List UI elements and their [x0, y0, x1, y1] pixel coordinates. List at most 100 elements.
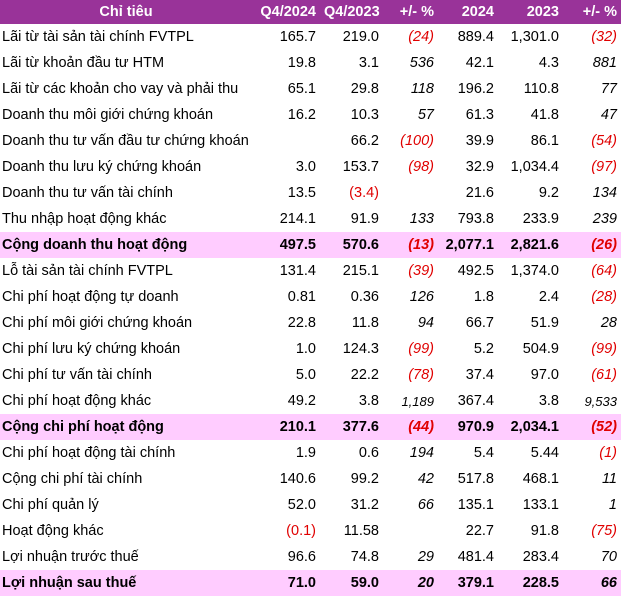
cell-y-change: (26): [563, 232, 621, 258]
table-row: Chi phí tư vấn tài chính 5.0 22.2 (78) 37.4 9…: [0, 362, 621, 388]
row-label: Chi phí quản lý: [2, 497, 99, 513]
table-row: Lỗ tài sản tài chính FVTPL 131.4 215.1 (39)…: [0, 258, 621, 284]
cell-q-change: (78): [408, 367, 434, 383]
cell-2024: 889.4: [457, 29, 494, 45]
cell-y-change: (54): [591, 133, 617, 149]
cell-y-change: (32): [591, 29, 617, 45]
table-row: Cộng chi phí tài chính 140.6 99.2 42 517.8 46…: [0, 466, 621, 492]
cell-2024: 517.8: [457, 471, 494, 487]
cell-q4-2023: 11.8: [351, 315, 379, 331]
cell-y-change: (75): [591, 523, 617, 539]
cell-q4-2023: 22.2: [350, 367, 379, 383]
cell-2023: 41.8: [530, 107, 559, 123]
cell-q4-2024: 3.0: [295, 159, 316, 175]
total-row: Cộng doanh thu hoạt động 497.5 570.6 (13) 2,…: [0, 232, 621, 258]
cell-2024: 66.7: [465, 315, 494, 331]
cell-2023: 97.0: [530, 367, 559, 383]
header-q4-2023: Q4/2023: [320, 0, 383, 24]
cell-q4-2023: 31.2: [350, 497, 379, 513]
cell-y-change: 11: [601, 471, 617, 487]
header-2024: 2024: [438, 0, 498, 24]
cell-2024: 970.9: [438, 414, 498, 440]
cell-q4-2024: 0.81: [287, 289, 316, 305]
cell-q4-2023: (3.4): [349, 185, 379, 201]
cell-q4-2024: 165.7: [279, 29, 316, 45]
table-row: Chi phí môi giới chứng khoán 22.8 11.8 94 66…: [0, 310, 621, 336]
cell-q4-2023: 10.3: [350, 107, 379, 123]
row-label: Lợi nhuận sau thuế: [0, 570, 252, 596]
cell-2023: 4.3: [538, 55, 559, 71]
cell-2024: 196.2: [457, 81, 494, 97]
cell-2024: 61.3: [465, 107, 494, 123]
cell-q-change: (99): [408, 341, 434, 357]
cell-2024: 492.5: [457, 263, 494, 279]
cell-q-change: 194: [409, 445, 434, 461]
cell-y-change: 881: [592, 55, 617, 71]
cell-2024: 21.6: [465, 185, 494, 201]
total-row: Cộng chi phí hoạt động 210.1 377.6 (44) 970.…: [0, 414, 621, 440]
cell-q-change: (24): [408, 29, 434, 45]
cell-q4-2024: 49.2: [287, 393, 316, 409]
cell-2024: 22.7: [465, 523, 494, 539]
cell-2024: 1.8: [473, 289, 494, 305]
row-label: Chi phí tư vấn tài chính: [2, 367, 152, 383]
cell-q-change: (39): [408, 263, 434, 279]
cell-2023: 110.8: [523, 81, 559, 97]
cell-2023: 51.9: [530, 315, 559, 331]
cell-2023: 1,301.0: [510, 29, 559, 45]
cell-q4-2023: 59.0: [320, 570, 383, 596]
row-label: Hoạt động khác: [2, 523, 104, 539]
cell-q4-2023: 124.3: [342, 341, 379, 357]
cell-q-change: 66: [417, 497, 434, 513]
cell-2023: 91.8: [530, 523, 559, 539]
cell-y-change: (52): [563, 414, 621, 440]
row-label: Lãi từ khoản đầu tư HTM: [2, 55, 165, 71]
cell-2024: 5.4: [473, 445, 494, 461]
row-label: Lỗ tài sản tài chính FVTPL: [2, 263, 173, 279]
cell-q4-2024: 140.6: [279, 471, 316, 487]
cell-y-change: 239: [592, 211, 617, 227]
cell-y-change: (64): [591, 263, 617, 279]
cell-q-change: 20: [383, 570, 438, 596]
row-label: Cộng chi phí hoạt động: [0, 414, 252, 440]
table-row: Thu nhập hoạt động khác 214.1 91.9 133 793.8…: [0, 206, 621, 232]
cell-q4-2023: 74.8: [350, 549, 379, 565]
cell-y-change: (1): [599, 445, 617, 461]
cell-q-change: 29: [417, 549, 434, 565]
cell-2024: 5.2: [473, 341, 494, 357]
cell-q4-2023: 0.36: [350, 289, 379, 305]
cell-q-change: 126: [409, 289, 434, 305]
table-row: Doanh thu môi giới chứng khoán 16.2 10.3 57…: [0, 102, 621, 128]
cell-2023: 233.9: [522, 211, 559, 227]
cell-q4-2023: 219.0: [342, 29, 379, 45]
cell-q4-2024: 22.8: [287, 315, 316, 331]
cell-y-change: 134: [592, 185, 617, 201]
row-label: Chi phí hoạt động khác: [2, 393, 152, 409]
cell-q-change: (44): [383, 414, 438, 440]
cell-y-change: 47: [600, 107, 617, 123]
cell-2023: 2,034.1: [498, 414, 563, 440]
cell-q4-2024: 52.0: [287, 497, 316, 513]
row-label: Doanh thu môi giới chứng khoán: [2, 107, 214, 123]
cell-q4-2024: 16.2: [287, 107, 316, 123]
table-row: Lãi từ tài sản tài chính FVTPL 165.7 219.0…: [0, 24, 621, 50]
cell-q4-2023: 377.6: [320, 414, 383, 440]
cell-2024: 39.9: [465, 133, 494, 149]
cell-q4-2023: 3.8: [358, 393, 379, 409]
cell-q4-2024: 497.5: [252, 232, 320, 258]
cell-q4-2024: (0.1): [286, 523, 316, 539]
cell-q4-2024: 19.8: [287, 55, 316, 71]
cell-y-change: 70: [600, 549, 617, 565]
cell-q4-2024: 96.6: [287, 549, 316, 565]
row-label: Chi phí lưu ký chứng khoán: [2, 341, 181, 357]
header-q-change: +/- %: [383, 0, 438, 24]
row-label: Chi phí hoạt động tài chính: [2, 445, 176, 461]
cell-q4-2024: 65.1: [287, 81, 316, 97]
table-row: Lãi từ các khoản cho vay và phải thu 65.1…: [0, 76, 621, 102]
cell-q4-2023: 11.58: [343, 523, 379, 539]
table-row: Doanh thu tư vấn đầu tư chứng khoán 66.2 (…: [0, 128, 621, 154]
cell-q-change: 118: [410, 81, 434, 97]
cell-q4-2024: 5.0: [295, 367, 316, 383]
row-label: Doanh thu tư vấn đầu tư chứng khoán: [2, 133, 249, 149]
